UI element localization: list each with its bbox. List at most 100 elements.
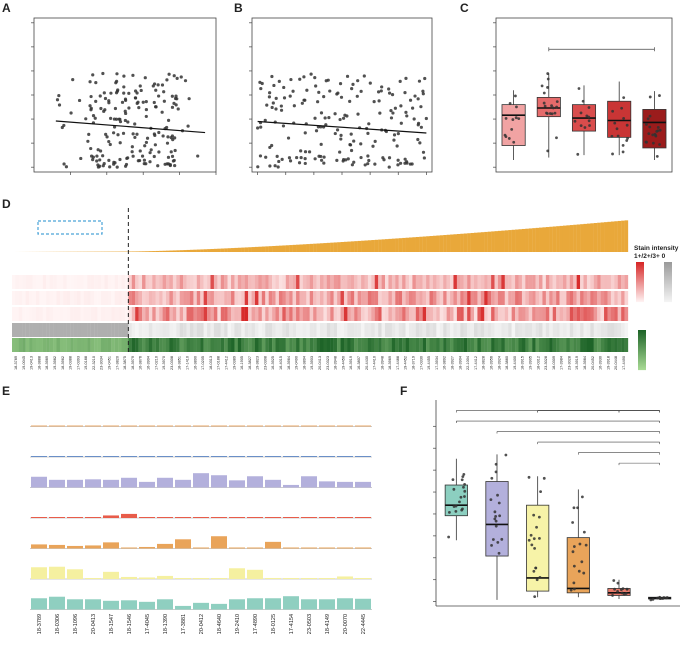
heat-cell <box>453 291 458 305</box>
data-point <box>346 157 350 161</box>
data-point <box>292 104 296 108</box>
heat-cell <box>398 291 403 305</box>
data-point <box>288 159 293 163</box>
heat-cell <box>237 275 242 289</box>
data-point <box>71 78 75 82</box>
bar-NECTIN4 <box>49 517 65 518</box>
shannon-cell <box>152 338 156 352</box>
panel-f-boxplot <box>433 400 680 607</box>
heat-cell <box>114 275 119 289</box>
heat-cell <box>604 275 608 289</box>
legend-red-step <box>636 278 644 280</box>
heat-cell <box>412 307 416 321</box>
data-point <box>322 161 326 165</box>
heat-cell <box>624 323 629 337</box>
legend-gray-step <box>664 280 672 282</box>
jitter-point <box>620 106 624 110</box>
legend-gray-step <box>664 268 672 270</box>
heat-cell <box>542 307 547 321</box>
data-point <box>307 150 312 154</box>
heat-cell <box>326 307 331 321</box>
heat-cell <box>385 323 389 337</box>
jitter-point <box>573 119 577 123</box>
heat-cell <box>251 307 256 321</box>
shannon-cell <box>172 338 177 352</box>
data-point <box>112 131 116 135</box>
shannon-cell <box>398 338 403 352</box>
heat-cell <box>326 275 331 289</box>
data-point <box>421 92 425 96</box>
jitter-point <box>659 597 663 600</box>
heat-cell <box>446 291 451 305</box>
heat-cell <box>213 291 218 305</box>
jitter-point <box>494 462 498 466</box>
data-point <box>303 131 307 135</box>
heat-cell <box>186 275 191 289</box>
bar-B7H3 <box>121 600 137 610</box>
heat-cell <box>97 323 102 337</box>
heat-cell <box>402 291 406 305</box>
data-point <box>162 99 166 103</box>
mhscore-bar <box>135 251 139 252</box>
heat-cell <box>504 307 509 321</box>
shannon-cell <box>566 338 570 352</box>
heat-cell <box>224 323 228 337</box>
shannon-cell <box>378 338 382 352</box>
shannon-cell <box>213 338 218 352</box>
heat-cell <box>477 275 481 289</box>
shannon-cell <box>244 338 249 352</box>
data-point <box>148 160 152 164</box>
heat-cell <box>361 307 365 321</box>
heat-cell <box>220 307 225 321</box>
heat-cell <box>292 307 297 321</box>
heat-cell <box>528 323 533 337</box>
shannon-cell <box>299 338 304 352</box>
data-point <box>134 89 138 93</box>
heat-cell <box>518 275 523 289</box>
jitter-point <box>555 136 558 140</box>
heat-cell <box>196 291 201 305</box>
heat-cell <box>586 307 591 321</box>
heat-cell <box>333 323 338 337</box>
heat-cell <box>49 291 54 305</box>
data-point <box>417 79 422 83</box>
jitter-point <box>532 513 536 517</box>
heat-cell <box>607 275 612 289</box>
bar-NECTIN4 <box>355 517 371 518</box>
data-point <box>166 118 171 122</box>
heat-cell <box>237 291 242 305</box>
data-point <box>133 122 137 126</box>
data-point <box>165 78 169 82</box>
heat-cell <box>179 307 184 321</box>
heat-cell <box>124 307 129 321</box>
bar-PSMA <box>247 425 263 427</box>
heat-cell <box>391 307 396 321</box>
mhscore-bar <box>624 220 629 252</box>
data-point <box>104 132 108 136</box>
heat-cell <box>248 323 252 337</box>
data-point <box>77 98 82 103</box>
data-point <box>133 135 137 140</box>
jitter-point <box>611 109 615 113</box>
heat-cell <box>278 275 283 289</box>
shannon-legend-step <box>638 351 646 353</box>
data-point <box>79 156 83 161</box>
shannon-cell <box>224 338 228 352</box>
data-point <box>105 135 109 139</box>
legend-red-step <box>636 262 644 264</box>
legend-gray-step <box>664 273 672 275</box>
heat-cell <box>56 307 61 321</box>
plot-frame <box>33 17 217 173</box>
bar-TROP2 <box>337 481 353 488</box>
data-point <box>62 162 66 166</box>
heat-cell <box>347 291 351 305</box>
legend-gray-step <box>664 299 672 301</box>
heat-cell <box>285 275 290 289</box>
heat-cell <box>42 291 47 305</box>
bar-NECTIN4 <box>157 517 173 518</box>
legend-gray-step <box>664 296 672 298</box>
jitter-point <box>658 128 662 132</box>
data-point <box>287 156 292 160</box>
sample-id: 17-1410 <box>185 356 189 370</box>
data-point <box>130 150 134 154</box>
